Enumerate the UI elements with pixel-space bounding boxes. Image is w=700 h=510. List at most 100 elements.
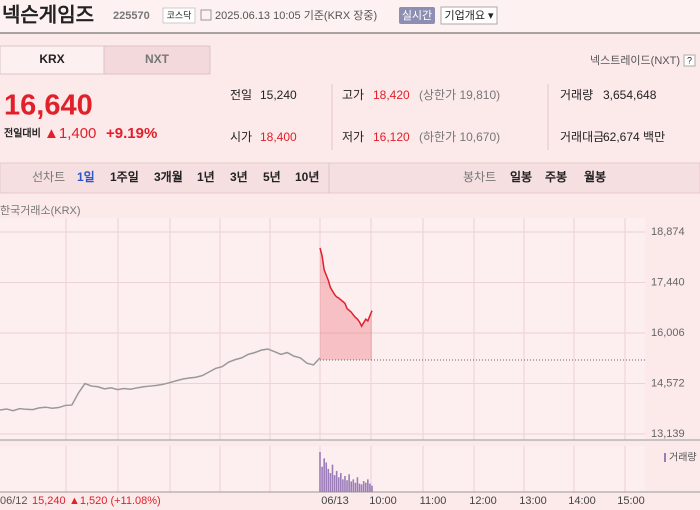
stat-value: 18,400 — [260, 130, 297, 144]
period-label: 봉차트 — [463, 170, 496, 184]
area — [320, 247, 372, 360]
source: 한국거래소(KRX) — [0, 204, 81, 217]
stat-extra: (하한가 10,670) — [419, 130, 500, 144]
tab-krx[interactable] — [0, 45, 105, 75]
x-tick-label: 10:00 — [369, 495, 397, 507]
volume-legend-mark — [664, 453, 666, 462]
volume-bar — [364, 482, 367, 492]
company-label: 기업개요 ▾ — [444, 9, 494, 22]
tab-nxt[interactable] — [103, 45, 211, 75]
company-button[interactable] — [440, 6, 498, 25]
stat-label: 거래량 — [560, 88, 593, 102]
price: 16,640 — [4, 90, 93, 122]
period-tab[interactable]: 3년 — [230, 170, 248, 184]
volume-bar — [327, 468, 330, 492]
volume-bar — [369, 483, 371, 492]
period-tab[interactable]: 1일 — [77, 170, 95, 184]
volume-bar — [352, 479, 355, 492]
candle-tab[interactable]: 일봉 — [510, 170, 532, 184]
calendar-icon — [200, 9, 212, 21]
volume-bar — [323, 458, 325, 492]
volume-bar — [331, 464, 334, 492]
market-badge — [162, 7, 196, 24]
candle-tab[interactable]: 월봉 — [584, 169, 606, 184]
stock-name: 넥슨게임즈 — [2, 3, 94, 26]
volume-bar — [342, 479, 344, 492]
y-tick-label: 17,440 — [651, 276, 685, 288]
change: ▲1,400 — [44, 125, 96, 142]
volume-bar — [360, 484, 363, 492]
volume-bar — [319, 452, 321, 492]
period-tab[interactable]: 3개월 — [154, 169, 183, 184]
x-tick-label: 15:00 — [617, 495, 645, 507]
period-tab[interactable]: 1년 — [197, 170, 215, 184]
realtime-label: 실시간 — [402, 9, 432, 22]
datetime: 2025.06.13 10:05 기준(KRX 장중) — [215, 9, 377, 22]
y-tick-label: 14,572 — [651, 377, 685, 389]
x-tick-label: 14:00 — [568, 495, 596, 507]
period-tab[interactable]: 5년 — [263, 170, 281, 184]
volume-bar — [354, 482, 357, 492]
tab-label: KRX — [39, 52, 64, 66]
volume-bar — [346, 480, 348, 492]
x-tick-label: 11:00 — [420, 495, 447, 507]
stat-value: 62,674 백만 — [603, 130, 665, 144]
help-box[interactable] — [683, 54, 696, 67]
change-label: 전일대비 — [4, 127, 41, 140]
volume-bar — [321, 466, 323, 492]
market: 코스닥 — [167, 10, 192, 20]
volume-bar — [333, 475, 336, 492]
stat-label: 거래대금 — [560, 130, 604, 144]
top-bar — [0, 0, 700, 33]
y-tick-label: 13,139 — [651, 428, 685, 440]
volume-legend: 거래량 — [669, 452, 697, 464]
stat-label: 저가 — [342, 130, 364, 144]
stat-value: 15,240 — [260, 88, 297, 102]
chart: 18,874 17,440 16,006 14,572 13,139 거래량 06/13 10… — [0, 218, 700, 507]
stat-label: 고가 — [342, 88, 364, 102]
volume-bar — [348, 474, 350, 492]
tab-label: NXT — [145, 52, 170, 66]
change-pct: +9.19% — [106, 125, 157, 142]
volume-bar — [335, 470, 338, 492]
x-tick-label: 13:00 — [519, 495, 547, 507]
volume-bar — [340, 473, 342, 492]
y-tick-label: 16,006 — [651, 327, 685, 339]
stat-value: 18,420 — [373, 88, 410, 102]
footer-change: ▲1,520 (+11.08%) — [69, 495, 161, 507]
candle-tab[interactable]: 주봉 — [545, 170, 567, 184]
realtime-button[interactable] — [399, 7, 435, 24]
x-tick-label: 06/13 — [321, 495, 349, 507]
nxt-link[interactable]: 넥스트레이드(NXT) — [590, 54, 680, 67]
price-line — [319, 247, 373, 328]
volume-bar — [358, 483, 361, 492]
volume-bar — [367, 479, 369, 492]
help: ? — [687, 55, 692, 65]
volume-bar — [344, 476, 346, 492]
period-label: 선차트 — [32, 170, 65, 184]
volume-bar — [356, 477, 359, 492]
stat-label: 시가 — [230, 130, 252, 144]
stat-label: 전일 — [230, 88, 252, 102]
y-tick-label: 18,874 — [651, 226, 685, 238]
volume-bar — [325, 462, 328, 492]
x-tick-label: 12:00 — [469, 495, 497, 507]
footer-date: 06/12 — [0, 495, 28, 507]
period-tab[interactable]: 10년 — [295, 170, 319, 184]
volume-bar — [350, 481, 352, 492]
stock-code: 225570 — [113, 10, 150, 22]
period-tab[interactable]: 1주일 — [110, 170, 139, 184]
volume-bar — [362, 481, 365, 492]
period-bar — [0, 162, 700, 194]
volume-bar — [371, 485, 373, 492]
stat-value: 16,120 — [373, 130, 410, 144]
footer-close: 15,240 — [32, 495, 66, 507]
volume-bar — [329, 473, 332, 492]
period-tabs: 선차트 1일 1주일 3개월 1년 3년 5년 10년 봉차트 일봉 주봉 월봉 — [32, 169, 606, 184]
stat-extra: (상한가 19,810) — [419, 88, 500, 102]
volume-bar — [337, 477, 340, 492]
stat-value: 3,654,648 — [603, 88, 657, 102]
price-line — [0, 348, 321, 412]
